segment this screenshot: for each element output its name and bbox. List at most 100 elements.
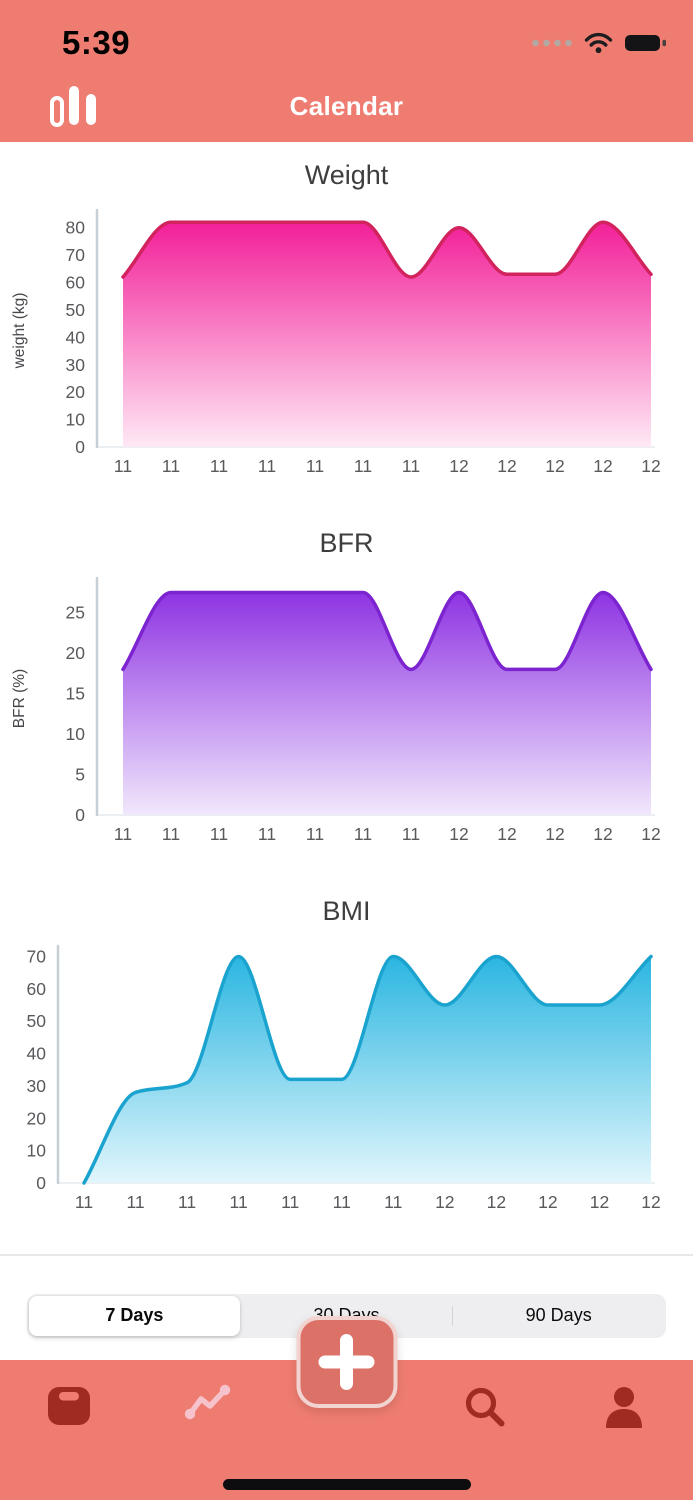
bfr-chart-title: BFR [319, 528, 374, 558]
x-tick-label: 12 [538, 1192, 557, 1212]
weight-scale-icon [48, 1387, 91, 1425]
x-tick-label: 11 [114, 456, 132, 476]
page-title: Calendar [289, 90, 404, 121]
x-tick-label: 11 [354, 824, 372, 844]
search-icon [465, 1387, 505, 1427]
x-tick-label: 12 [435, 1192, 454, 1212]
x-tick-label: 11 [162, 824, 180, 844]
x-tick-label: 12 [545, 824, 564, 844]
section-divider [0, 1254, 693, 1256]
y-tick-label: 70 [27, 946, 47, 966]
y-tick-label: 0 [36, 1173, 46, 1193]
bfr-chart: 0 5 10 15 20 25 11 11 11 11 11 11 11 12 12 12 12 12 BFR (%… [11, 576, 661, 844]
y-tick-label: 60 [66, 273, 86, 293]
x-tick-label: 11 [402, 824, 420, 844]
x-tick-label: 12 [641, 456, 660, 476]
y-tick-label: 0 [75, 437, 85, 457]
x-tick-label: 12 [590, 1192, 609, 1212]
x-tick-label: 11 [178, 1192, 196, 1212]
tab-weight-scale[interactable] [0, 1384, 139, 1428]
segment-7-days[interactable]: 7 Days [29, 1295, 240, 1336]
y-tick-label: 15 [66, 684, 85, 704]
x-tick-label: 11 [162, 456, 180, 476]
y-tick-label: 10 [27, 1141, 47, 1161]
y-tick-label: 0 [75, 805, 85, 825]
x-tick-label: 11 [210, 456, 228, 476]
area-series [84, 956, 651, 1183]
x-tick-label: 11 [230, 1192, 248, 1212]
y-tick-label: 60 [27, 979, 47, 999]
x-tick-label: 12 [641, 1192, 660, 1212]
x-tick-label: 12 [593, 824, 612, 844]
x-tick-label: 11 [114, 824, 132, 844]
bfr-chart-section: BFR 0 5 10 15 20 25 11 11 11 11 11 11 11 12 12 12 12 12 BF… [0, 522, 693, 856]
x-tick-label: 12 [449, 824, 468, 844]
tab-trends[interactable] [139, 1384, 278, 1422]
y-axis-label: weight (kg) [11, 293, 28, 370]
area-series [123, 222, 651, 447]
top-chrome: 5:39 [0, 0, 693, 142]
bmi-chart-section: BMI 0 10 20 30 40 50 60 70 11 11 11 11 11 11 11 12 12 12 1… [0, 890, 693, 1224]
x-tick-label: 12 [497, 456, 516, 476]
y-tick-label: 10 [66, 410, 86, 430]
home-indicator[interactable] [222, 1479, 471, 1490]
cellular-dots-icon [532, 39, 572, 47]
add-entry-button[interactable] [296, 1316, 397, 1408]
x-tick-label: 11 [306, 824, 324, 844]
weight-chart-section: Weight 0 10 20 30 40 50 60 70 80 11 11 11 11 11 11 11 12… [0, 154, 693, 488]
x-tick-label: 11 [258, 824, 276, 844]
y-tick-label: 25 [66, 603, 85, 623]
segment-90-days[interactable]: 90 Days [453, 1296, 664, 1336]
y-tick-label: 30 [27, 1076, 47, 1096]
y-tick-label: 30 [66, 355, 86, 375]
x-tick-label: 11 [210, 824, 228, 844]
x-tick-label: 11 [402, 456, 420, 476]
y-tick-label: 80 [66, 218, 86, 238]
line-series [82, 954, 653, 1185]
status-icons [531, 32, 667, 54]
trends-icon [184, 1384, 231, 1420]
bmi-chart: 0 10 20 30 40 50 60 70 11 11 11 11 11 11 11 12 12 12 12 12 [27, 944, 661, 1212]
x-tick-label: 12 [497, 824, 516, 844]
segment-divider [451, 1305, 454, 1326]
weight-chart-title: Weight [304, 160, 389, 190]
x-tick-label: 11 [306, 456, 324, 476]
y-tick-label: 40 [27, 1044, 47, 1064]
x-tick-label: 12 [641, 824, 660, 844]
y-tick-label: 70 [66, 245, 86, 265]
x-tick-label: 12 [487, 1192, 506, 1212]
tab-search[interactable] [416, 1384, 555, 1430]
wifi-icon [584, 32, 613, 54]
plus-icon [340, 1334, 353, 1390]
tab-profile[interactable] [554, 1384, 693, 1432]
battery-icon [625, 35, 666, 51]
y-tick-label: 20 [66, 382, 86, 402]
y-tick-label: 40 [66, 327, 86, 347]
x-tick-label: 12 [449, 456, 468, 476]
x-tick-label: 12 [545, 456, 564, 476]
x-tick-label: 11 [354, 456, 372, 476]
y-tick-label: 20 [66, 643, 86, 663]
y-tick-label: 50 [66, 300, 86, 320]
x-tick-label: 12 [593, 456, 612, 476]
time-range-segmented-control: 7 Days 30 Days 90 Days [27, 1293, 666, 1338]
x-tick-label: 11 [258, 456, 276, 476]
status-bar: 5:39 [0, 0, 693, 70]
bmi-chart-title: BMI [322, 896, 371, 926]
x-tick-label: 11 [384, 1192, 402, 1212]
y-tick-label: 50 [27, 1011, 47, 1031]
y-tick-label: 5 [75, 765, 85, 785]
x-tick-label: 11 [75, 1192, 93, 1212]
y-tick-label: 20 [27, 1108, 47, 1128]
profile-icon [605, 1387, 642, 1428]
bar-chart-icon[interactable] [48, 83, 100, 134]
charts-content: Weight 0 10 20 30 40 50 60 70 80 11 11 11 11 11 11 11 12… [0, 142, 693, 1338]
x-tick-label: 11 [281, 1192, 299, 1212]
y-tick-label: 10 [66, 724, 86, 744]
y-axis-label: BFR (%) [11, 669, 28, 728]
x-tick-label: 11 [126, 1192, 144, 1212]
line-series [121, 220, 653, 279]
x-tick-label: 11 [333, 1192, 351, 1212]
header: Calendar [0, 70, 693, 142]
